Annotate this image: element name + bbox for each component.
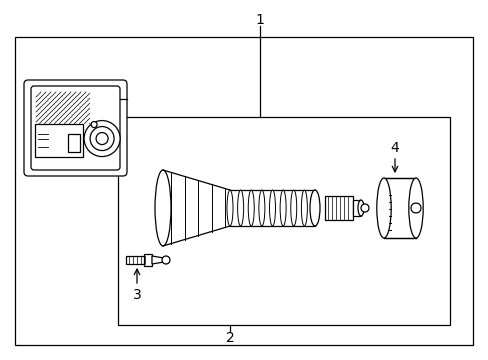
Ellipse shape — [311, 190, 317, 226]
Ellipse shape — [290, 190, 296, 226]
Ellipse shape — [269, 190, 275, 226]
Bar — [352, 200, 360, 216]
Bar — [15, 37, 472, 345]
Ellipse shape — [226, 190, 232, 226]
Bar — [68, 134, 80, 152]
Circle shape — [91, 122, 97, 127]
Ellipse shape — [258, 190, 264, 226]
FancyBboxPatch shape — [31, 86, 120, 170]
Text: 4: 4 — [390, 141, 399, 155]
Ellipse shape — [155, 170, 171, 246]
Text: 3: 3 — [132, 288, 141, 302]
Polygon shape — [152, 256, 163, 264]
Bar — [35, 123, 82, 157]
Ellipse shape — [237, 190, 243, 226]
Bar — [383, 178, 415, 238]
Circle shape — [96, 132, 108, 145]
Circle shape — [162, 256, 170, 264]
Ellipse shape — [376, 178, 390, 238]
Circle shape — [410, 203, 420, 213]
Ellipse shape — [248, 190, 254, 226]
Bar — [325, 196, 352, 220]
Ellipse shape — [301, 190, 307, 226]
Circle shape — [84, 121, 120, 157]
Ellipse shape — [280, 190, 285, 226]
Ellipse shape — [408, 178, 422, 238]
Bar — [126, 256, 148, 264]
Ellipse shape — [309, 190, 319, 226]
Ellipse shape — [357, 200, 363, 216]
Bar — [118, 117, 449, 325]
Circle shape — [360, 204, 368, 212]
Bar — [143, 254, 152, 266]
FancyBboxPatch shape — [24, 80, 127, 176]
Text: 2: 2 — [225, 331, 234, 345]
Text: 1: 1 — [255, 13, 264, 27]
Circle shape — [90, 127, 114, 150]
